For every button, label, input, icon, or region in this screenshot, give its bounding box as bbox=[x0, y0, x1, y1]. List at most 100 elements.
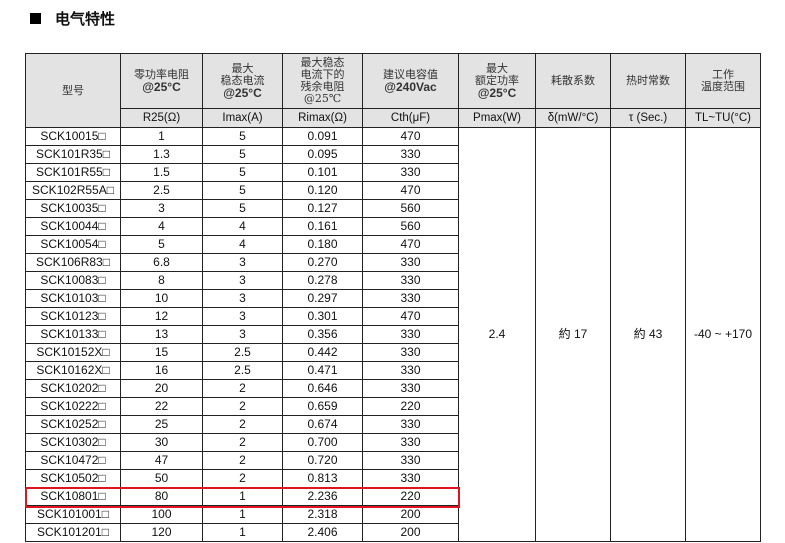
table-cell: SCK10103□ bbox=[25, 289, 121, 308]
table-cell: 2 bbox=[202, 415, 283, 434]
table-cell: 0.356 bbox=[282, 325, 363, 344]
unit-header: Cth(μF) bbox=[362, 108, 459, 128]
table-cell: 470 bbox=[362, 235, 459, 254]
table-cell: 2.318 bbox=[282, 505, 363, 524]
table-cell: 330 bbox=[362, 145, 459, 164]
header-label: 零功率电阻 bbox=[134, 68, 189, 81]
table-cell: 0.270 bbox=[282, 253, 363, 272]
table-cell: 560 bbox=[362, 217, 459, 236]
table-cell: 2 bbox=[202, 397, 283, 416]
table-cell: SCK101201□ bbox=[25, 523, 121, 542]
column-header: 零功率电阻 @25°C bbox=[120, 53, 203, 109]
table-cell: 20 bbox=[120, 379, 203, 398]
table-cell: 0.161 bbox=[282, 217, 363, 236]
table-cell: SCK10015□ bbox=[25, 127, 121, 146]
header-condition: @25°C bbox=[142, 80, 181, 94]
table-cell: 100 bbox=[120, 505, 203, 524]
table-row: SCK10252□ 25 2 0.674 330 bbox=[25, 415, 761, 434]
table-cell: 330 bbox=[362, 325, 459, 344]
table-cell: 6.8 bbox=[120, 253, 203, 272]
table-cell: 330 bbox=[362, 415, 459, 434]
table-cell: SCK10035□ bbox=[25, 199, 121, 218]
table-cell: 5 bbox=[202, 181, 283, 200]
table-cell: 25 bbox=[120, 415, 203, 434]
table-row: SCK10302□ 30 2 0.700 330 bbox=[25, 433, 761, 452]
table-row: SCK101001□ 100 1 2.318 200 bbox=[25, 505, 761, 524]
table-cell: 0.297 bbox=[282, 289, 363, 308]
table-cell: 5 bbox=[202, 145, 283, 164]
table-cell: 47 bbox=[120, 451, 203, 470]
table-cell: 220 bbox=[362, 487, 459, 506]
table-cell: 12 bbox=[120, 307, 203, 326]
section-title: 电气特性 bbox=[30, 8, 115, 29]
header-label: 工作 温度范围 bbox=[701, 68, 745, 93]
table-cell: 5 bbox=[202, 127, 283, 146]
table-cell: 330 bbox=[362, 343, 459, 362]
table-cell: SCK10152X□ bbox=[25, 343, 121, 362]
table-cell: 330 bbox=[362, 253, 459, 272]
table-cell: 1 bbox=[120, 127, 203, 146]
section-title-text: 电气特性 bbox=[55, 10, 116, 28]
table-cell: 470 bbox=[362, 181, 459, 200]
table-cell: 0.700 bbox=[282, 433, 363, 452]
table-cell: 0.659 bbox=[282, 397, 363, 416]
column-header: 热时常数 bbox=[610, 53, 686, 109]
column-header: 建议电容值 @240Vac bbox=[362, 53, 459, 109]
table-cell: 0.101 bbox=[282, 163, 363, 182]
table-cell: SCK106R83□ bbox=[25, 253, 121, 272]
table-cell: 2.5 bbox=[120, 181, 203, 200]
header-label: 耗散系数 bbox=[551, 74, 595, 87]
table-cell: SCK10222□ bbox=[25, 397, 121, 416]
table-cell: 80 bbox=[120, 487, 203, 506]
table-cell: SCK101001□ bbox=[25, 505, 121, 524]
table-cell: 2 bbox=[202, 451, 283, 470]
electrical-characteristics-table: 型号 零功率电阻 @25°C 最大 稳态电流 @25°C 最大稳态 电流下的 残余电阻 @… bbox=[25, 53, 761, 542]
column-header: 工作 温度范围 bbox=[685, 53, 761, 109]
table-cell: SCK10123□ bbox=[25, 307, 121, 326]
table-cell: 3 bbox=[202, 325, 283, 344]
table-cell: 2 bbox=[202, 433, 283, 452]
table-cell: 0.095 bbox=[282, 145, 363, 164]
table-cell: 4 bbox=[202, 217, 283, 236]
table-cell: 16 bbox=[120, 361, 203, 380]
table-cell: 120 bbox=[120, 523, 203, 542]
table-cell: SCK101R55□ bbox=[25, 163, 121, 182]
table-cell: 330 bbox=[362, 361, 459, 380]
table-cell: 330 bbox=[362, 469, 459, 488]
table-row: SCK10133□ 13 3 0.356 330 bbox=[25, 325, 761, 344]
table-cell: 470 bbox=[362, 307, 459, 326]
header-label: 最大稳态 电流下的 残余电阻 @25℃ bbox=[300, 56, 345, 105]
table-cell: 2.5 bbox=[202, 343, 283, 362]
table-cell: 0.127 bbox=[282, 199, 363, 218]
column-header: 最大 稳态电流 @25°C bbox=[202, 53, 283, 109]
table-cell: 1.3 bbox=[120, 145, 203, 164]
table-cell: 10 bbox=[120, 289, 203, 308]
table-cell: SCK10133□ bbox=[25, 325, 121, 344]
table-cell: 30 bbox=[120, 433, 203, 452]
table-row: SCK106R83□ 6.8 3 0.270 330 bbox=[25, 253, 761, 272]
table-cell: 0.091 bbox=[282, 127, 363, 146]
table-cell: 2 bbox=[202, 469, 283, 488]
table-cell: SCK10162X□ bbox=[25, 361, 121, 380]
table-cell: 4 bbox=[120, 217, 203, 236]
table-cell: 2.406 bbox=[282, 523, 363, 542]
table-cell: 50 bbox=[120, 469, 203, 488]
shared-temp-cell: -40 ~ +170 bbox=[685, 127, 761, 542]
table-cell: SCK10472□ bbox=[25, 451, 121, 470]
table-cell: 330 bbox=[362, 271, 459, 290]
header-condition: @25°C bbox=[223, 86, 262, 100]
table-cell: 1 bbox=[202, 487, 283, 506]
table-cell: SCK102R55A□ bbox=[25, 181, 121, 200]
table-cell: 1.5 bbox=[120, 163, 203, 182]
table-cell: 200 bbox=[362, 505, 459, 524]
table-row: SCK10083□ 8 3 0.278 330 bbox=[25, 271, 761, 290]
table-cell: 2.236 bbox=[282, 487, 363, 506]
table-row: SCK10123□ 12 3 0.301 470 bbox=[25, 307, 761, 326]
table-cell: 2 bbox=[202, 379, 283, 398]
table-cell: 330 bbox=[362, 433, 459, 452]
table-cell: 4 bbox=[202, 235, 283, 254]
unit-header: TL~TU(°C) bbox=[685, 108, 761, 128]
table-cell: 200 bbox=[362, 523, 459, 542]
table-cell: SCK10202□ bbox=[25, 379, 121, 398]
table-cell: 13 bbox=[120, 325, 203, 344]
